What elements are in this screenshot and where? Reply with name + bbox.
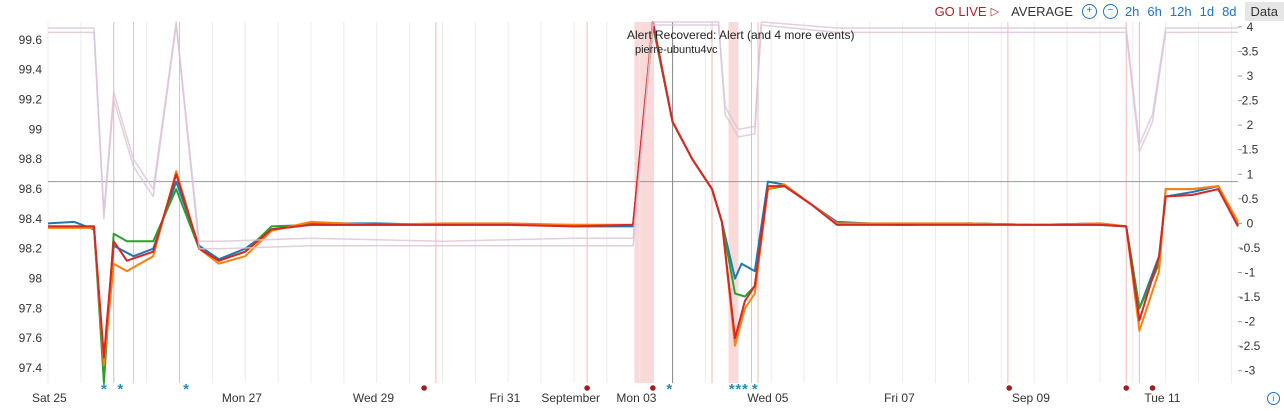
event-star-marker[interactable]: * <box>752 381 758 398</box>
right-tick-label: 1.5 <box>1242 143 1259 157</box>
x-tick-label: Wed 29 <box>353 391 394 405</box>
left-tick-label: 99.2 <box>19 93 43 107</box>
x-tick-label: September <box>541 391 600 405</box>
range-12h-button[interactable]: 12h <box>1169 3 1192 19</box>
left-tick-label: 98 <box>29 272 43 286</box>
right-tick-label: 1 <box>1247 167 1254 181</box>
event-star-marker[interactable]: * <box>735 381 741 398</box>
x-tick-label: Fri 31 <box>490 391 521 405</box>
right-tick-label: 2.5 <box>1242 94 1259 108</box>
left-tick-label: 99.4 <box>19 63 43 77</box>
range-6h-button[interactable]: 6h <box>1147 3 1162 19</box>
vertical-gridlines <box>47 22 1232 383</box>
event-markers[interactable]: * * * * * * * * <box>101 381 1156 398</box>
left-axis: 97.4 97.6 97.8 98 98.2 98.4 98.6 98.8 99 99.2 99.4… <box>19 33 43 375</box>
right-tick-label: -3 <box>1245 364 1256 378</box>
right-tick-label: 3.5 <box>1242 44 1259 58</box>
annotation-subtitle: pierre-ubuntu4vc <box>635 44 718 56</box>
go-live-label: GO LIVE <box>934 3 987 19</box>
event-star-marker[interactable]: * <box>101 381 107 398</box>
right-tick-label: 4 <box>1247 20 1254 34</box>
chart-toolbar: GO LIVE ▷ AVERAGE + − 2h 6h 12h 1d 8d Da… <box>929 0 1284 22</box>
x-tick-label: Mon 27 <box>222 391 262 405</box>
x-tick-label: Sat 25 <box>32 391 67 405</box>
range-2h-button[interactable]: 2h <box>1124 3 1140 19</box>
x-tick-label: Fri 07 <box>884 391 915 405</box>
zoom-out-icon[interactable]: − <box>1102 3 1118 19</box>
right-tick-label: -1 <box>1245 265 1256 279</box>
event-dot-marker[interactable] <box>1006 385 1013 391</box>
x-tick-label: Wed 05 <box>747 391 788 405</box>
right-axis: -3 -2.5 -2 -1.5 -1 -0.5 0 0.5 1 1.5 2 2.5 3 3.5 4 <box>1238 20 1261 378</box>
time-range-group: 2h 6h 12h 1d 8d <box>1121 4 1241 19</box>
right-tick-label: -1.5 <box>1240 290 1261 304</box>
go-live-button[interactable]: GO LIVE ▷ <box>929 4 1006 19</box>
x-axis: Sat 25 Mon 27 Wed 29 Fri 31 September Mon 03 W… <box>32 391 1181 405</box>
left-tick-label: 97.4 <box>19 361 43 375</box>
event-star-marker[interactable]: * <box>183 381 189 398</box>
x-tick-label: Sep 09 <box>1012 391 1050 405</box>
event-dot-marker[interactable] <box>1149 385 1156 391</box>
right-tick-label: -2.5 <box>1240 339 1261 353</box>
event-dot-marker[interactable] <box>1123 385 1130 391</box>
series-line-3 <box>48 21 1239 359</box>
event-star-marker[interactable]: * <box>742 381 748 398</box>
zoom-in-icon[interactable]: + <box>1081 3 1097 19</box>
left-tick-label: 99.6 <box>19 33 43 47</box>
range-8d-button[interactable]: 8d <box>1222 3 1237 19</box>
event-star-marker[interactable]: * <box>666 381 672 398</box>
event-lines <box>113 22 1140 383</box>
left-tick-label: 97.6 <box>19 331 43 345</box>
annotation-title: Alert Recovered: Alert (and 4 more event… <box>627 28 854 42</box>
info-icon[interactable]: i <box>1267 392 1280 405</box>
right-tick-label: 3 <box>1247 69 1254 83</box>
x-tick-label: Tue 11 <box>1144 391 1180 405</box>
average-mode-button[interactable]: AVERAGE <box>1011 3 1073 19</box>
left-tick-label: 98.8 <box>19 152 43 166</box>
left-tick-label: 98.2 <box>19 242 43 256</box>
left-tick-label: 99 <box>29 122 43 136</box>
left-tick-label: 98.4 <box>19 212 43 226</box>
play-icon: ▷ <box>990 5 1000 18</box>
right-tick-label: 0.5 <box>1242 192 1259 206</box>
event-star-marker[interactable]: * <box>729 381 735 398</box>
series-lines <box>47 21 1239 384</box>
right-tick-label: 0 <box>1247 216 1254 230</box>
event-dot-marker[interactable] <box>584 385 590 391</box>
data-button[interactable]: Data <box>1244 1 1284 21</box>
right-tick-label: -0.5 <box>1240 241 1261 255</box>
right-tick-label: 2 <box>1247 118 1254 132</box>
right-tick-label: -2 <box>1245 315 1256 329</box>
alert-band <box>728 22 739 383</box>
event-star-marker[interactable]: * <box>117 381 123 398</box>
event-dot-marker[interactable] <box>650 385 656 391</box>
event-dot-marker[interactable] <box>421 385 427 391</box>
left-tick-label: 97.8 <box>19 301 43 315</box>
left-tick-label: 98.6 <box>19 182 43 196</box>
x-tick-label: Mon 03 <box>616 391 656 405</box>
range-1d-button[interactable]: 1d <box>1199 3 1215 19</box>
series-line-5 <box>48 21 1238 243</box>
